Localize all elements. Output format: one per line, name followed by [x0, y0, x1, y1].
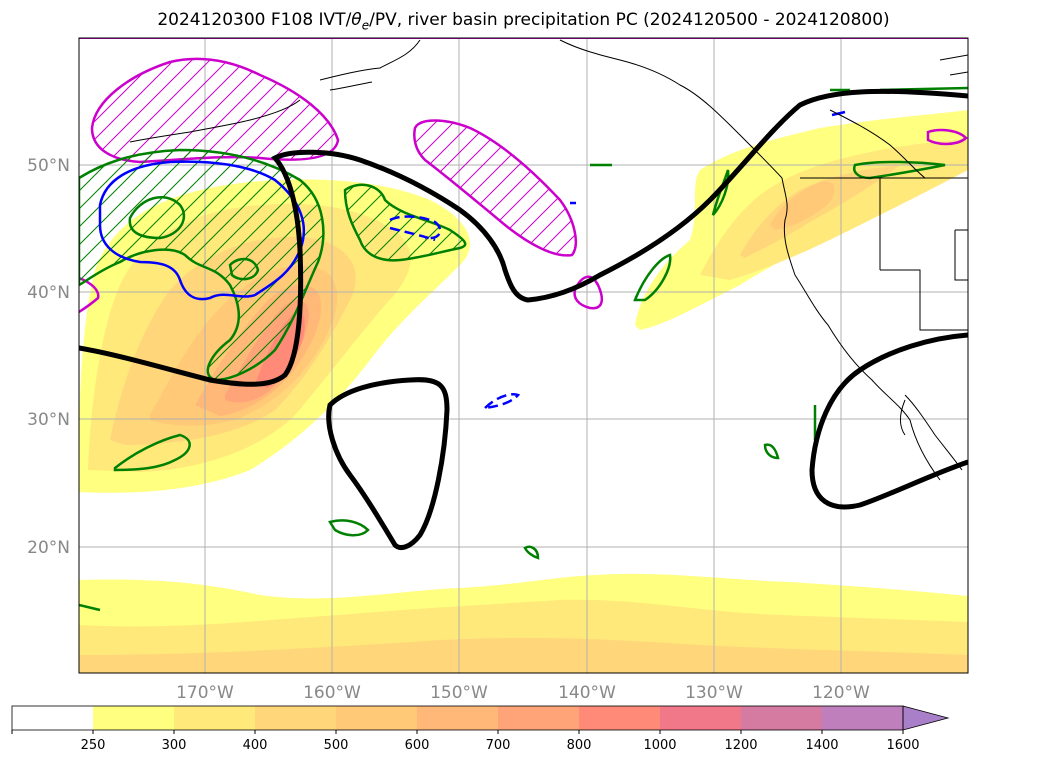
lon-label-170w: 170°W	[176, 683, 234, 703]
colorbar-outline	[11, 705, 904, 731]
lat-label-40: 40°N	[27, 283, 70, 303]
lat-label-20: 20°N	[27, 538, 70, 558]
colorbar-label: 1400	[805, 738, 838, 753]
colorbar-label: 300	[162, 738, 187, 753]
colorbar-segment	[336, 706, 417, 730]
colorbar-segment	[822, 706, 903, 730]
colorbar-segment	[12, 706, 93, 730]
title-suffix: /PV, river basin precipitation PC (20241…	[369, 10, 890, 30]
latitude-labels: 50°N 40°N 30°N 20°N	[27, 156, 70, 558]
map-plot-area	[79, 38, 968, 673]
map-title: 2024120300 F108 IVT/θe/PV, river basin p…	[0, 10, 1047, 32]
colorbar-segment	[93, 706, 174, 730]
colorbar-segment	[741, 706, 822, 730]
colorbar-label: 600	[405, 738, 430, 753]
lon-label-130w: 130°W	[685, 683, 743, 703]
lon-label-120w: 120°W	[812, 683, 870, 703]
colorbar-segment	[255, 706, 336, 730]
title-theta: θ	[351, 10, 362, 30]
colorbar-label: 700	[486, 738, 511, 753]
pv-contours	[79, 38, 968, 314]
title-prefix: 2024120300 F108 IVT/	[157, 10, 352, 30]
colorbar-segment	[498, 706, 579, 730]
colorbar-label: 1200	[724, 738, 757, 753]
lon-label-160w: 160°W	[303, 683, 361, 703]
colorbar-label: 1600	[886, 738, 919, 753]
colorbar: 250 300 400 500 600 700 800 1000 1200 1400 1600	[11, 705, 950, 753]
colorbar-label: 1000	[643, 738, 676, 753]
colorbar-label: 500	[324, 738, 349, 753]
lon-label-140w: 140°W	[558, 683, 616, 703]
colorbar-segment	[417, 706, 498, 730]
lat-label-30: 30°N	[27, 410, 70, 430]
colorbar-label: 400	[243, 738, 268, 753]
map-frame	[78, 37, 969, 674]
colorbar-segment	[579, 706, 660, 730]
colorbar-extension	[902, 705, 950, 731]
colorbar-label: 250	[81, 738, 106, 753]
coastlines	[129, 39, 968, 481]
colorbar-segment	[174, 706, 255, 730]
title-theta-sub: e	[361, 18, 370, 33]
colorbar-segment	[660, 706, 741, 730]
blue-contours	[98, 110, 846, 410]
colorbar-label: 800	[567, 738, 592, 753]
jet-contours	[79, 88, 968, 550]
longitude-labels: 170°W 160°W 150°W 140°W 130°W 120°W	[176, 683, 870, 703]
lat-label-50: 50°N	[27, 156, 70, 176]
lon-label-150w: 150°W	[430, 683, 488, 703]
theta-contours	[79, 86, 968, 612]
